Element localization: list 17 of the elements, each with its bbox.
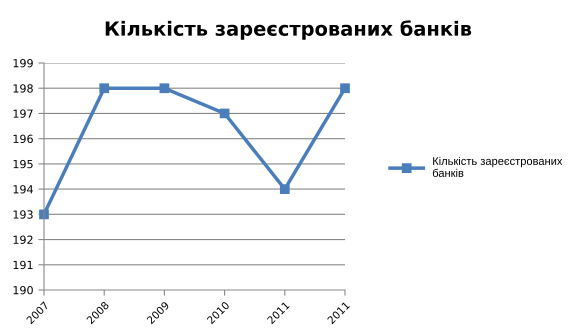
y-tick-label: 192 xyxy=(14,236,32,244)
point xyxy=(99,83,110,94)
y-tick-label: 196 xyxy=(14,134,33,144)
point xyxy=(160,83,170,94)
y-tick-label: 191 xyxy=(14,260,33,270)
y-tick-label: 199 xyxy=(14,58,33,68)
y-tick-label: 195 xyxy=(14,160,33,168)
point xyxy=(340,83,350,94)
point xyxy=(280,184,290,194)
point xyxy=(220,108,230,118)
y-tick-label: 190 xyxy=(14,286,33,294)
legend-label: Кількість зареєстрованих банків xyxy=(432,156,562,177)
y-tick-label: 198 xyxy=(14,84,33,93)
y-tick-label: 194 xyxy=(14,185,33,194)
y-tick-label: 197 xyxy=(14,109,33,118)
y-tick-label: 193 xyxy=(14,210,33,219)
chart-title: Кількість зареєстрованих банків xyxy=(106,20,472,40)
